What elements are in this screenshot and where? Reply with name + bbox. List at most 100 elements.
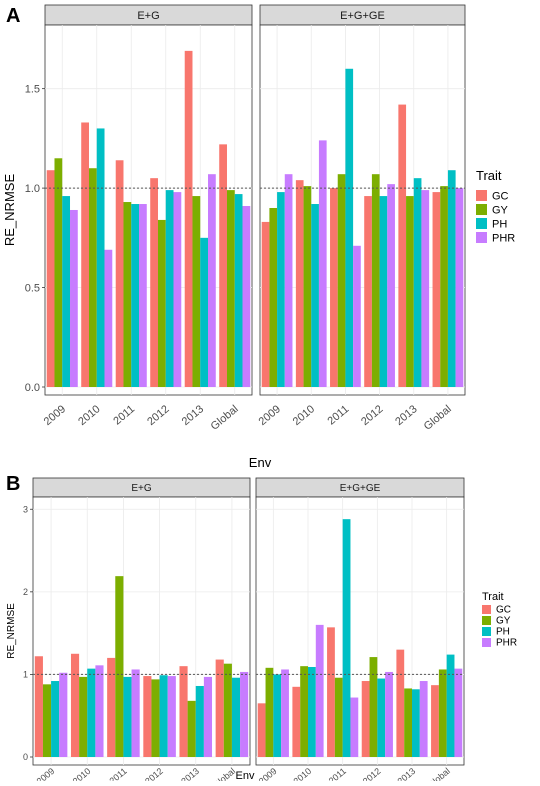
bar-GC-2011 bbox=[327, 627, 335, 757]
legend-swatch-PH bbox=[482, 627, 491, 636]
bar-GY-2012 bbox=[371, 174, 380, 387]
bar-PH-Global bbox=[447, 170, 456, 387]
plot-area bbox=[255, 496, 465, 766]
bar-GC-2010 bbox=[295, 180, 304, 387]
y-tick-label: 0.5 bbox=[25, 282, 40, 294]
x-tick-label: 2012 bbox=[143, 766, 165, 781]
x-tick-label: 2010 bbox=[292, 766, 314, 781]
facet-0: E+G 2009 2010 2011 2012 2013 Global 0 1 2 3 bbox=[23, 477, 251, 786]
y-tick-label: 1.0 bbox=[25, 183, 40, 195]
x-tick-label: 2011 bbox=[107, 766, 128, 781]
bar-GY-2013 bbox=[187, 700, 196, 757]
bar-PH-2013 bbox=[413, 178, 422, 387]
bar-GC-Global bbox=[219, 144, 227, 387]
panel-letter: A bbox=[6, 5, 20, 27]
bar-PH-Global bbox=[234, 194, 243, 387]
bar-GC-2009 bbox=[261, 221, 270, 387]
bar-GY-2011 bbox=[123, 202, 132, 387]
bar-PHR-2012 bbox=[385, 671, 393, 757]
bar-PHR-2011 bbox=[350, 697, 359, 757]
x-tick-label: 2011 bbox=[327, 766, 348, 781]
bar-GC-2012 bbox=[364, 196, 372, 387]
bar-GC-2013 bbox=[184, 50, 193, 387]
bar-PH-2010 bbox=[308, 666, 316, 757]
bar-PH-2011 bbox=[131, 204, 140, 387]
bar-GY-2009 bbox=[54, 158, 63, 387]
bar-GY-2011 bbox=[337, 174, 346, 387]
bar-GC-2011 bbox=[330, 188, 338, 387]
x-tick-label: 2009 bbox=[257, 766, 279, 781]
x-tick-label: Global bbox=[211, 766, 237, 781]
legend-label-PH: PH bbox=[496, 627, 510, 638]
y-tick-label: 1 bbox=[23, 670, 28, 680]
legend-label-GC: GC bbox=[496, 605, 511, 616]
bar-PHR-2013 bbox=[208, 174, 216, 387]
bar-PHR-2012 bbox=[167, 676, 176, 757]
bar-GC-2009 bbox=[34, 656, 43, 757]
bar-PHR-Global bbox=[240, 671, 249, 757]
bar-GY-2013 bbox=[406, 196, 414, 387]
x-tick-label: 2013 bbox=[180, 403, 206, 428]
legend-swatch-PH bbox=[476, 218, 487, 229]
bar-PHR-2009 bbox=[284, 174, 293, 387]
bar-GC-Global bbox=[431, 685, 439, 757]
bar-GY-2010 bbox=[300, 666, 308, 757]
bar-PHR-2013 bbox=[203, 676, 213, 757]
legend-swatch-PHR bbox=[482, 638, 491, 647]
bar-GC-2013 bbox=[179, 666, 188, 757]
panel-letter: B bbox=[6, 473, 20, 495]
x-tick-label: 2009 bbox=[35, 766, 57, 781]
bar-PH-2009 bbox=[62, 196, 71, 387]
bar-GY-2012 bbox=[151, 679, 160, 757]
bar-PH-2009 bbox=[277, 192, 285, 387]
bar-PHR-2009 bbox=[281, 669, 289, 757]
x-tick-label: Global bbox=[422, 403, 454, 433]
x-tick-label: Global bbox=[209, 403, 241, 433]
bar-PH-2012 bbox=[159, 675, 168, 757]
bar-GC-2011 bbox=[115, 160, 124, 387]
plot-area bbox=[259, 24, 466, 396]
legend-label-GY: GY bbox=[496, 616, 511, 627]
bar-PHR-2010 bbox=[104, 249, 113, 387]
x-tick-label: 2010 bbox=[71, 766, 93, 781]
y-tick-label: 3 bbox=[23, 504, 28, 514]
legend-title: Trait bbox=[476, 168, 502, 183]
bar-GC-2012 bbox=[150, 178, 158, 387]
bar-PHR-2012 bbox=[387, 184, 395, 387]
y-axis-label: RE_NRMSE bbox=[6, 603, 17, 659]
bar-GC-2013 bbox=[396, 649, 405, 757]
bar-GY-2010 bbox=[79, 676, 88, 757]
x-tick-label: 2013 bbox=[393, 403, 419, 428]
bar-GC-2012 bbox=[361, 681, 370, 757]
bar-GY-Global bbox=[226, 190, 235, 387]
bar-GY-2009 bbox=[269, 208, 278, 387]
bar-PH-2013 bbox=[412, 689, 420, 757]
y-tick-label: 0 bbox=[23, 752, 28, 762]
bar-GC-2012 bbox=[143, 676, 152, 757]
legend-label-GC: GC bbox=[492, 190, 509, 202]
bar-PH-2013 bbox=[195, 685, 204, 757]
bar-GY-Global bbox=[440, 186, 448, 387]
legend-label-GY: GY bbox=[492, 204, 509, 216]
x-tick-label: 2012 bbox=[361, 766, 383, 781]
bar-GC-2013 bbox=[398, 104, 407, 388]
bar-PH-Global bbox=[446, 654, 455, 757]
bar-GY-2010 bbox=[303, 186, 312, 387]
bar-PHR-Global bbox=[242, 206, 251, 387]
bar-GC-2010 bbox=[292, 686, 301, 757]
bar-PHR-2010 bbox=[95, 665, 104, 757]
legend-swatch-GY bbox=[476, 204, 487, 215]
bar-PH-2010 bbox=[96, 128, 105, 387]
bar-GC-2009 bbox=[257, 703, 266, 757]
x-tick-label: 2010 bbox=[291, 403, 317, 428]
bar-GY-2013 bbox=[404, 688, 412, 757]
bar-PHR-Global bbox=[455, 188, 464, 387]
x-tick-label: 2011 bbox=[326, 403, 352, 427]
bar-PH-2011 bbox=[345, 68, 354, 388]
facet-title: E+G+GE bbox=[340, 483, 381, 494]
bar-PH-2011 bbox=[342, 519, 351, 757]
legend-label-PHR: PHR bbox=[496, 638, 517, 649]
x-tick-label: 2013 bbox=[179, 766, 201, 781]
